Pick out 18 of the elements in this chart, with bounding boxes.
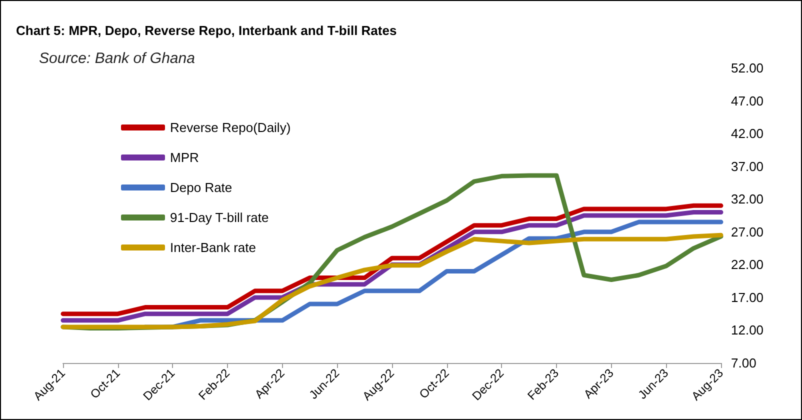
legend-label: Inter-Bank rate — [170, 240, 256, 255]
y-tick-label: 42.00 — [731, 126, 764, 142]
y-tick-label: 37.00 — [731, 158, 764, 174]
y-tick-label: 7.00 — [731, 356, 756, 370]
legend-label: Depo Rate — [170, 180, 232, 195]
source-note: Source: Bank of Ghana — [39, 50, 195, 67]
y-tick-label: 22.00 — [731, 257, 764, 272]
y-tick-label: 17.00 — [731, 290, 764, 305]
y-tick-label: 12.00 — [731, 322, 764, 338]
y-tick-label: 27.00 — [731, 224, 764, 240]
chart-title: Chart 5: MPR, Depo, Reverse Repo, Interbank and T-bill Rates — [16, 23, 397, 38]
y-tick-label: 47.00 — [731, 93, 764, 108]
legend-label: 91-Day T-bill rate — [170, 210, 269, 225]
line-series — [60, 232, 724, 330]
legend-label: MPR — [170, 150, 199, 165]
y-tick-label: 52.00 — [731, 60, 764, 76]
y-tick-label: 32.00 — [731, 192, 764, 207]
legend-label: Reverse Repo(Daily) — [170, 120, 291, 135]
